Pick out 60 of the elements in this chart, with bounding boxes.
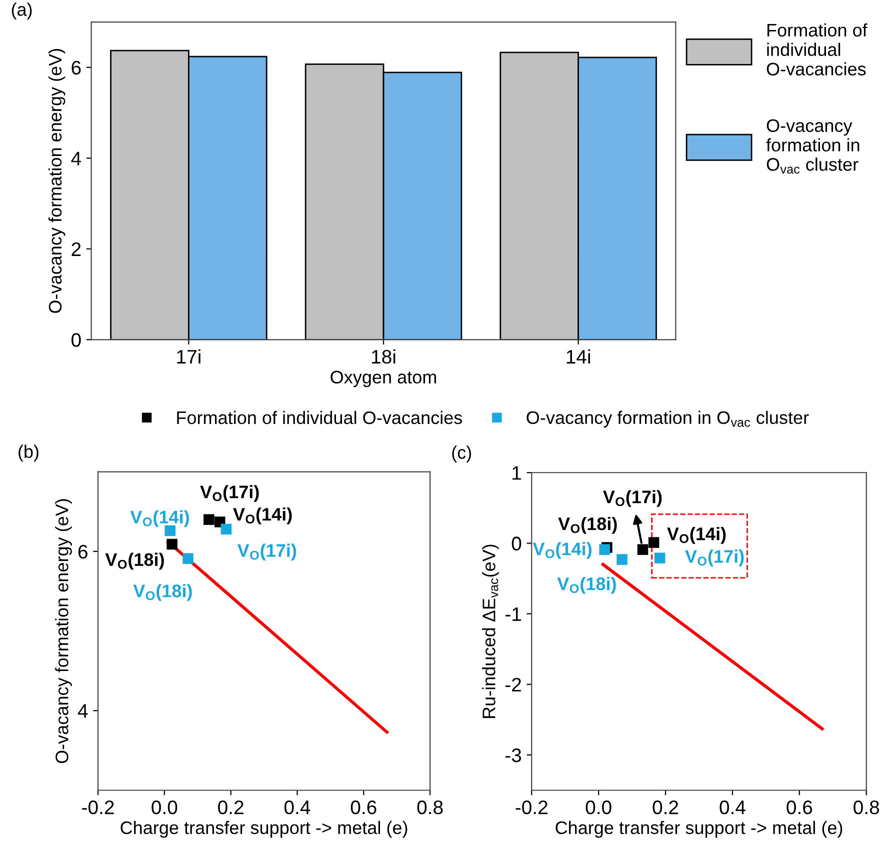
annotation: V$_{O}$(18i) (557, 576, 616, 594)
x-tick-label: 0.4 (720, 800, 746, 814)
point (220, 524, 232, 534)
x-tick-label: 0.0 (152, 800, 178, 814)
x-tick-label: 0.4 (284, 800, 310, 814)
y-axis-title: Ru-induced ΔE$_{vac}$(eV) (482, 544, 499, 718)
x-tick-label: 0.2 (218, 800, 244, 814)
x-tick-label: -0.2 (82, 800, 114, 814)
annotation: V$_{O}$(14i) (130, 510, 189, 528)
point (166, 538, 178, 550)
y-tick-label: 4 (71, 152, 81, 166)
legend-label: O-vacancy formation in O$_{vac}$ cluster (766, 119, 860, 174)
x-tick-label: 0.6 (350, 800, 376, 814)
y-tick-label: -1 (505, 607, 521, 621)
x-tick-label: 18i (372, 349, 396, 364)
x-axis-title: Oxygen atom (330, 370, 436, 388)
y-tick-label: -3 (505, 748, 522, 762)
x-axis-title: Charge transfer support -> metal (e) (556, 820, 842, 838)
annotation: V$_{O}$(18i) (558, 516, 617, 534)
point (637, 544, 648, 555)
x-tick-label: 14i (566, 349, 590, 364)
y-axis-title: O-vacancy formation energy (eV) (48, 48, 66, 313)
y-tick-label: 4 (78, 704, 88, 718)
text: (a) (12, 2, 32, 20)
annotation: V$_{O}$(17i) (200, 485, 259, 502)
point (599, 544, 610, 555)
x-tick-label: 0.0 (586, 800, 612, 814)
point (204, 514, 214, 525)
annotation: V$_{O}$(18i) (105, 552, 164, 570)
x-tick-label: 17i (177, 349, 200, 364)
point (182, 553, 194, 564)
y-tick-label: 2 (72, 242, 81, 256)
text: (c) (452, 446, 472, 462)
y-axis-title: O-vacancy formation energy (eV) (55, 499, 72, 764)
annotation: V$_{O}$(17i) (685, 550, 744, 566)
y-tick-label: 0 (512, 536, 522, 550)
annotation: V$_{O}$(14i) (233, 507, 292, 524)
legend-label: Formation of individual O-vacancies (766, 23, 868, 76)
legend-label: Formation of individual O-vacancies (177, 410, 462, 424)
x-tick-label: 0.8 (417, 800, 443, 814)
y-tick-label: 0 (72, 333, 81, 347)
y-tick-label: 6 (78, 544, 88, 559)
x-tick-label: 0.8 (854, 800, 880, 814)
x-axis-title: Charge transfer support -> metal (e) (120, 820, 408, 838)
annotation: V$_{O}$(17i) (237, 544, 296, 560)
point (654, 552, 666, 564)
annotation: V$_{O}$(14i) (667, 527, 726, 544)
annotation: V$_{O}$(14i) (532, 542, 592, 559)
text: (b) (18, 444, 38, 462)
point (648, 537, 660, 548)
annotation: V$_{O}$(18i) (133, 584, 192, 601)
y-tick-label: 1 (512, 466, 521, 480)
y-tick-label: -2 (505, 678, 521, 692)
legend-label: O-vacancy formation in O$_{vac}$ cluster (526, 410, 809, 428)
annotation: V$_{O}$(17i) (603, 490, 662, 507)
point (616, 554, 628, 565)
y-tick-label: 6 (72, 60, 81, 75)
x-tick-label: 0.2 (652, 800, 678, 814)
x-tick-label: 0.6 (786, 800, 812, 814)
x-tick-label: -0.2 (516, 800, 548, 814)
